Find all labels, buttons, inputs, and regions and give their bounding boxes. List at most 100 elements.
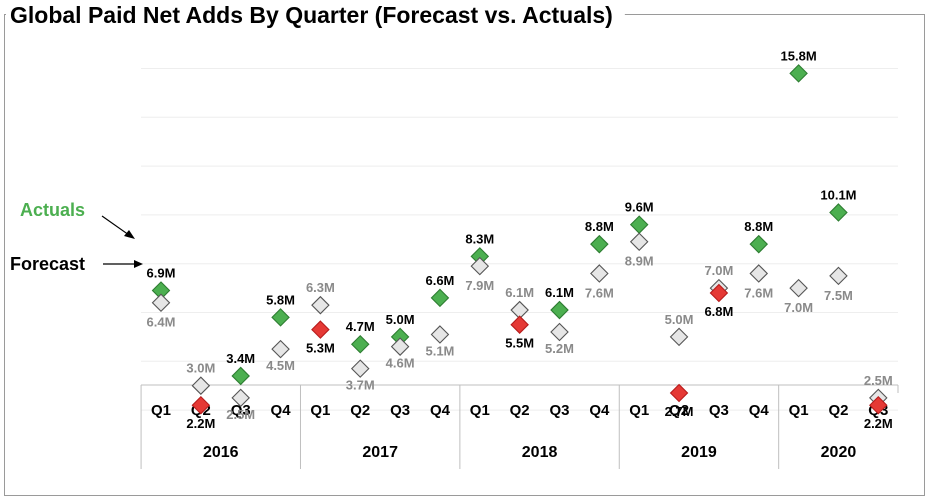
actual-data-label: 2.2M: [864, 416, 893, 431]
x-tick-label: Q2: [510, 402, 530, 419]
frame-border: [4, 14, 925, 496]
actual-point-beat: [350, 334, 370, 354]
year-label: 2017: [362, 444, 398, 461]
legend-actuals-label: Actuals: [20, 200, 85, 220]
forecast-point: [271, 339, 290, 359]
forecast-point: [470, 256, 490, 276]
actual-point-miss: [869, 395, 888, 415]
actual-data-label: 15.8M: [781, 48, 817, 63]
x-tick-label: Q1: [470, 402, 490, 419]
actual-data-label: 6.6M: [425, 273, 454, 288]
actual-data-label: 8.8M: [744, 219, 773, 234]
forecast-point: [430, 325, 450, 344]
actual-data-label: 6.8M: [704, 304, 733, 319]
actual-data-label: 5.5M: [505, 336, 534, 351]
forecast-data-label: 7.6M: [744, 285, 773, 300]
actual-point-miss: [510, 315, 529, 334]
actual-data-label: 4.7M: [346, 319, 375, 334]
legend-forecast-arrowhead: [134, 260, 143, 268]
actual-point-beat: [749, 234, 769, 254]
legend-forecast-label: Forecast: [10, 254, 85, 274]
year-label: 2018: [522, 444, 558, 461]
x-tick-label: Q3: [231, 402, 251, 419]
forecast-data-label: 4.6M: [386, 356, 415, 371]
forecast-data-label: 6.4M: [147, 315, 176, 330]
actual-point-beat: [789, 64, 808, 83]
x-axis: Q1Q2Q3Q4Q1Q2Q3Q4Q1Q2Q3Q4Q1Q2Q3Q4Q1Q2Q320…: [140, 384, 899, 469]
forecast-point: [590, 264, 609, 283]
actual-point-beat: [829, 203, 848, 222]
data-points: [151, 64, 888, 415]
x-tick-label: Q1: [629, 402, 649, 419]
forecast-data-label: 8.9M: [625, 254, 654, 269]
data-labels: 6.9M 6.4M 2.2M 3.0M 3.4M 2.5M 5.8M 4.5M 5.3M 6.3M…: [147, 48, 893, 431]
forecast-data-label: 4.5M: [266, 358, 295, 373]
forecast-point: [350, 359, 370, 378]
legend-actuals-arrow: [101, 215, 130, 236]
forecast-data-label: 6.1M: [505, 285, 534, 300]
forecast-data-label: 5.2M: [545, 341, 574, 356]
actual-point-beat: [231, 366, 250, 386]
actual-point-beat: [629, 215, 649, 234]
actual-point-miss: [709, 283, 729, 303]
x-tick-label: Q2: [828, 402, 848, 419]
forecast-point: [311, 295, 330, 315]
legend-actuals-arrowhead: [124, 230, 135, 239]
x-tick-label: Q2: [669, 402, 689, 419]
forecast-data-label: 5.1M: [425, 343, 454, 358]
actual-data-label: 8.3M: [465, 231, 494, 246]
year-label: 2019: [681, 444, 717, 461]
actual-data-label: 8.8M: [585, 219, 614, 234]
forecast-data-label: 7.5M: [824, 288, 853, 303]
x-tick-label: Q1: [789, 402, 809, 419]
actual-point-beat: [271, 308, 290, 327]
x-tick-label: Q2: [350, 402, 370, 419]
actual-data-label: 5.8M: [266, 292, 295, 307]
forecast-point: [829, 266, 848, 286]
forecast-data-label: 2.5M: [864, 373, 893, 388]
forecast-data-label: 7.0M: [704, 263, 733, 278]
actual-data-label: 6.9M: [147, 266, 176, 281]
forecast-point: [191, 376, 211, 395]
actual-data-label: 6.1M: [545, 285, 574, 300]
actual-point-beat: [590, 234, 609, 254]
actual-point-beat: [430, 288, 450, 308]
actual-data-label: 5.3M: [306, 341, 335, 356]
x-tick-label: Q4: [430, 402, 451, 419]
year-label: 2020: [821, 444, 857, 461]
forecast-point: [669, 327, 689, 347]
forecast-point: [151, 293, 171, 313]
chart-title: Global Paid Net Adds By Quarter (Forecas…: [10, 2, 613, 28]
forecast-data-label: 3.7M: [346, 378, 375, 393]
actual-point-beat: [550, 300, 569, 320]
x-tick-label: Q4: [271, 402, 292, 419]
actual-data-label: 9.6M: [625, 200, 654, 215]
actual-data-label: 5.0M: [386, 312, 415, 327]
forecast-data-label: 7.0M: [784, 300, 813, 315]
actual-point-miss: [191, 395, 211, 415]
forecast-data-label: 6.3M: [306, 280, 335, 295]
forecast-point: [789, 278, 808, 298]
forecast-point: [390, 337, 410, 356]
chart-frame: [4, 14, 925, 496]
x-tick-label: Q4: [749, 402, 770, 419]
actual-point-miss: [669, 383, 689, 403]
forecast-data-label: 7.6M: [585, 285, 614, 300]
x-tick-label: Q3: [549, 402, 569, 419]
forecast-data-label: 7.9M: [465, 278, 494, 293]
x-tick-label: Q3: [390, 402, 410, 419]
actual-point-miss: [311, 320, 330, 339]
actual-data-label: 2.2M: [186, 416, 215, 431]
forecast-data-label: 3.0M: [186, 361, 215, 376]
forecast-data-label: 5.0M: [665, 312, 694, 327]
legend: Actuals Forecast: [10, 200, 143, 274]
actual-data-label: 2.7M: [665, 404, 694, 419]
actual-data-label: 3.4M: [226, 351, 255, 366]
forecast-data-label: 2.5M: [226, 407, 255, 422]
x-tick-label: Q4: [589, 402, 610, 419]
forecast-point: [629, 232, 649, 252]
forecast-point: [749, 264, 769, 283]
year-label: 2016: [203, 444, 239, 461]
